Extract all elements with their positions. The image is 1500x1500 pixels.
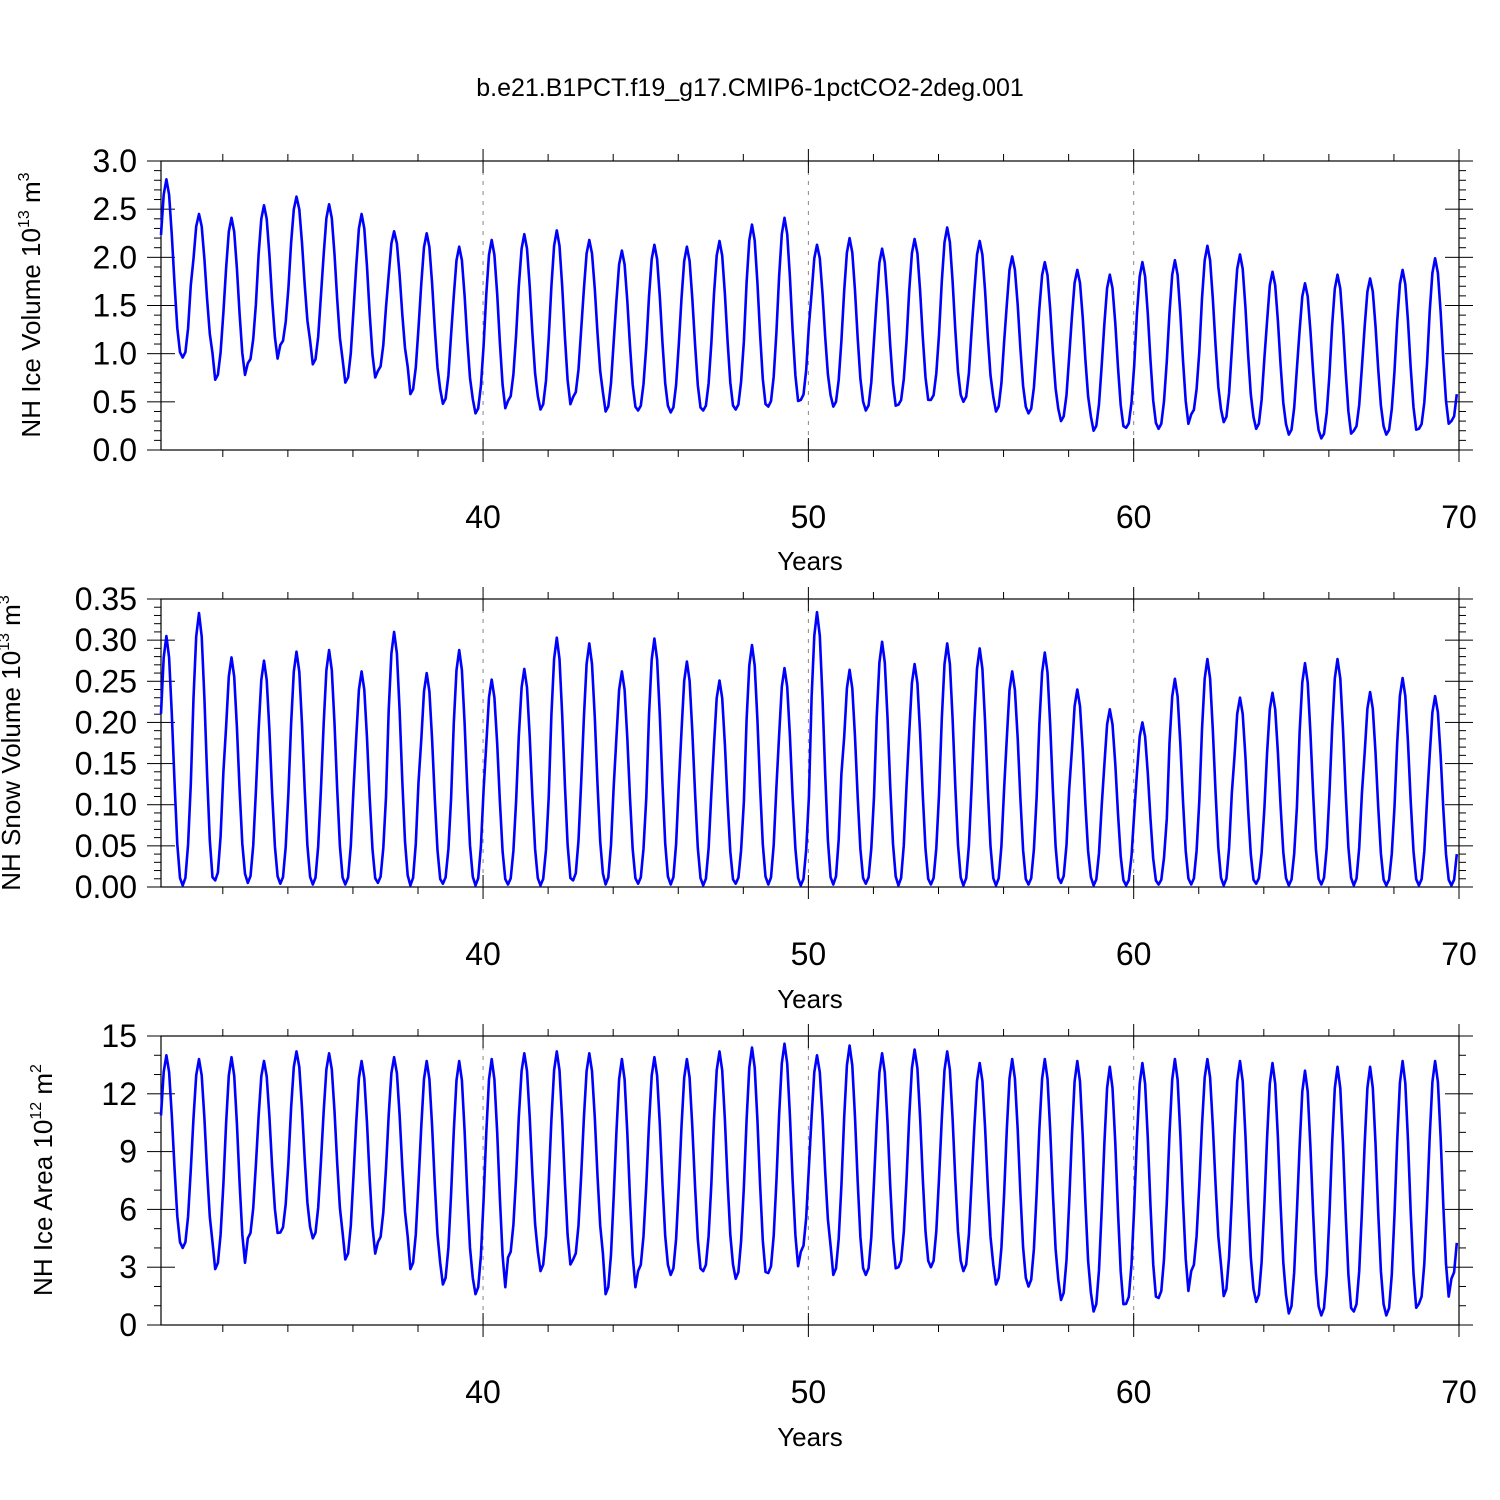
x-axis-label: Years: [777, 546, 843, 576]
x-tick-label: 40: [465, 1374, 501, 1410]
y-tick-label: 12: [101, 1076, 137, 1112]
panel-ice-area: 40 50 60 70 0 3 6 9 12 15 Years NH Ice Area 1012 …: [28, 1018, 1477, 1452]
y-axis-label: NH Ice Area 1012 m2: [28, 1064, 58, 1296]
y-tick-label: 0.0: [93, 432, 137, 468]
y-axis-label: NH Ice Volume 1013 m3: [16, 172, 46, 437]
tick-labels: 40 50 60 70 0 3 6 9 12 15: [101, 1018, 1476, 1410]
y-tick-label: 0.35: [75, 581, 137, 617]
x-tick-label: 60: [1116, 1374, 1152, 1410]
x-tick-label: 40: [465, 936, 501, 972]
panel-ice-volume: 40 50 60 70 0.0 0.5 1.0 1.5 2.0 2.5 3.0 Years NH I…: [16, 143, 1477, 576]
x-tick-label: 50: [791, 499, 827, 535]
grid-lines: [482, 161, 1135, 450]
x-tick-label: 40: [465, 499, 501, 535]
y-axis-label: NH Snow Volume 1013 m3: [0, 595, 26, 891]
y-tick-label: 0.30: [75, 622, 137, 658]
x-tick-label: 60: [1116, 499, 1152, 535]
y-tick-label: 0: [119, 1307, 137, 1343]
x-tick-label: 60: [1116, 936, 1152, 972]
plot-frame: [160, 1035, 1460, 1326]
figure-title: b.e21.B1PCT.f19_g17.CMIP6-1pctCO2-2deg.0…: [476, 74, 1024, 102]
y-tick-label: 0.20: [75, 704, 137, 740]
x-tick-label: 50: [791, 936, 827, 972]
y-tick-label: 15: [101, 1018, 137, 1054]
y-tick-label: 3.0: [93, 143, 137, 179]
grid-lines: [482, 1036, 1135, 1325]
x-tick-label: 50: [791, 1374, 827, 1410]
x-tick-label: 70: [1441, 499, 1477, 535]
y-tick-label: 0.05: [75, 828, 137, 864]
y-tick-label: 3: [119, 1249, 137, 1285]
x-tick-label: 70: [1441, 936, 1477, 972]
y-tick-label: 0.25: [75, 663, 137, 699]
axis-ticks: [147, 587, 1473, 899]
series-line-ice-volume: [159, 178, 1459, 440]
y-tick-label: 0.00: [75, 869, 137, 905]
y-tick-label: 2.5: [93, 191, 137, 227]
tick-labels: 40 50 60 70 0.0 0.5 1.0 1.5 2.0 2.5 3.0: [93, 143, 1477, 535]
panel-snow-volume: 40 50 60 70 0.00 0.05 0.10 0.15 0.20 0.25 0.30 0.35…: [0, 581, 1477, 1014]
axis-ticks: [147, 1024, 1473, 1337]
series-line-ice-area: [159, 1042, 1459, 1317]
y-tick-label: 6: [119, 1191, 137, 1227]
tick-labels: 40 50 60 70 0.00 0.05 0.10 0.15 0.20 0.25 0.30 0.35: [75, 581, 1477, 972]
y-tick-label: 1.5: [93, 288, 137, 324]
y-tick-label: 0.5: [93, 384, 137, 420]
axis-ticks: [147, 149, 1473, 462]
plot-frame: [160, 598, 1460, 888]
y-tick-label: 9: [119, 1134, 137, 1170]
y-tick-label: 1.0: [93, 336, 137, 372]
x-tick-label: 70: [1441, 1374, 1477, 1410]
y-tick-label: 0.10: [75, 787, 137, 823]
x-axis-label: Years: [777, 1422, 843, 1452]
y-tick-label: 0.15: [75, 746, 137, 782]
series-line-snow-volume: [159, 610, 1459, 887]
y-tick-label: 2.0: [93, 239, 137, 275]
grid-lines: [482, 599, 1135, 887]
x-axis-label: Years: [777, 984, 843, 1014]
